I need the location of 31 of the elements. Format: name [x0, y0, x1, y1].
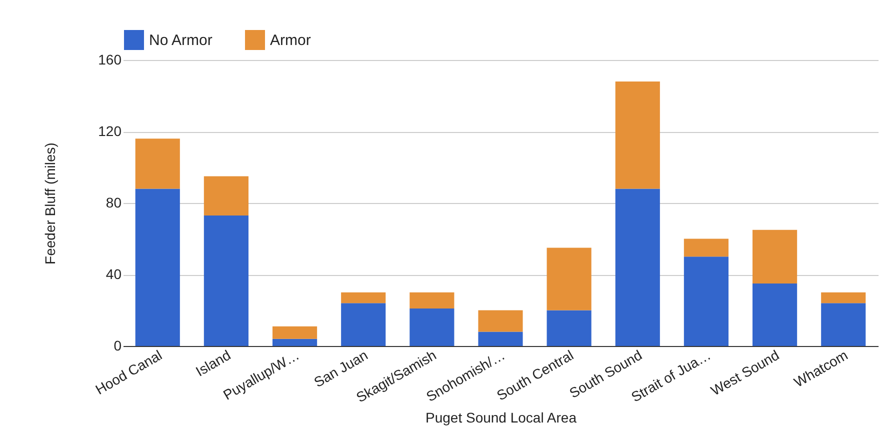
bar — [204, 216, 248, 346]
legend-label: Armor — [270, 32, 311, 49]
bar — [341, 303, 386, 346]
bar — [615, 81, 660, 189]
bar — [752, 283, 798, 346]
bar — [135, 138, 180, 189]
bar — [615, 188, 660, 346]
bar — [821, 292, 866, 304]
bar — [821, 303, 866, 346]
y-tick-label: 0 — [114, 338, 122, 354]
y-tick-label: 160 — [98, 52, 122, 68]
legend-label: No Armor — [149, 32, 212, 49]
y-tick-label: 80 — [106, 194, 122, 210]
bar — [684, 238, 729, 257]
bar — [272, 326, 318, 339]
bar — [478, 332, 523, 346]
y-tick-label: 40 — [106, 266, 122, 282]
bar — [410, 308, 454, 346]
bar — [684, 256, 729, 346]
bar — [546, 310, 592, 346]
bar — [135, 188, 180, 346]
y-tick-label: 120 — [98, 123, 122, 139]
bar — [341, 292, 386, 304]
x-axis-title: Puget Sound Local Area — [425, 409, 577, 426]
bar — [478, 310, 523, 332]
y-axis-title: Feeder Bluff (miles) — [42, 142, 58, 264]
bar — [410, 292, 454, 308]
bar — [546, 248, 592, 310]
bar — [752, 230, 798, 284]
bar — [204, 176, 248, 216]
bar — [272, 338, 318, 346]
